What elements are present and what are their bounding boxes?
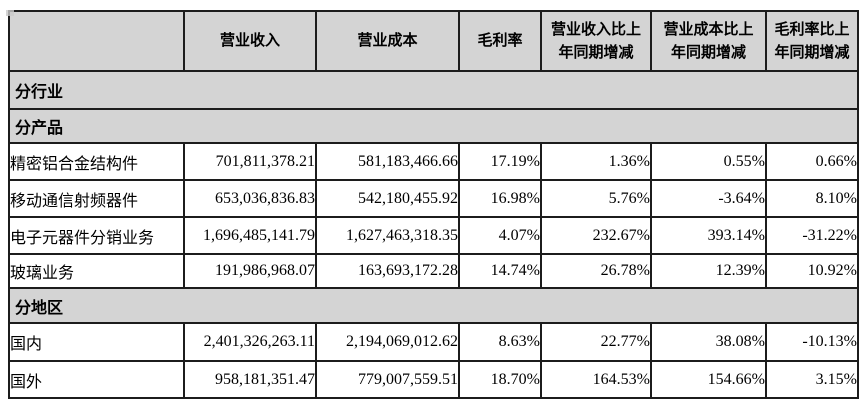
margin-yoy-cell: 8.10% (765, 179, 859, 218)
cost-cell: 1,627,463,318.35 (315, 216, 460, 255)
revenue-cell: 2,401,326,263.11 (183, 322, 317, 362)
cost-cell: 779,007,559.51 (315, 360, 460, 399)
margin-yoy-cell: 3.15% (765, 360, 859, 399)
document-page: 营业收入 营业成本 毛利率 营业收入比上 年同期增减 营业成本比上 年同期增减 … (0, 10, 864, 400)
gross-margin-cell: 4.07% (458, 216, 542, 255)
gross-margin-cell: 8.63% (458, 322, 542, 362)
cost-cell: 163,693,172.28 (315, 253, 460, 289)
crop-artifact-mark (6, 10, 14, 16)
cost-cell: 2,194,069,012.62 (315, 322, 460, 362)
table-row-product-3: 玻璃业务 191,986,968.07 163,693,172.28 14.74… (8, 253, 859, 289)
header-empty-cell (8, 10, 185, 72)
cost-cell: 581,183,466.66 (315, 142, 460, 181)
table-row-product-2: 电子元器件分销业务 1,696,485,141.79 1,627,463,318… (8, 216, 859, 255)
revenue-yoy-cell: 164.53% (540, 360, 652, 399)
header-margin-yoy: 毛利率比上 年同期增减 (765, 10, 859, 72)
header-revenue: 营业收入 (183, 10, 317, 72)
revenue-yoy-cell: 1.36% (540, 142, 652, 181)
margin-yoy-cell: 0.66% (765, 142, 859, 181)
gross-margin-cell: 16.98% (458, 179, 542, 218)
gross-margin-cell: 18.70% (458, 360, 542, 399)
revenue-cell: 701,811,378.21 (183, 142, 317, 181)
section-row-by-region: 分地区 (8, 287, 859, 324)
row-label: 玻璃业务 (8, 253, 185, 289)
revenue-cell: 191,986,968.07 (183, 253, 317, 289)
margin-yoy-cell: -10.13% (765, 322, 859, 362)
margin-yoy-cell: 10.92% (765, 253, 859, 289)
table-row-region-0: 国内 2,401,326,263.11 2,194,069,012.62 8.6… (8, 322, 859, 362)
cost-yoy-cell: -3.64% (650, 179, 767, 218)
revenue-yoy-cell: 26.78% (540, 253, 652, 289)
cost-yoy-cell: 0.55% (650, 142, 767, 181)
revenue-cell: 958,181,351.47 (183, 360, 317, 399)
cost-yoy-cell: 154.66% (650, 360, 767, 399)
section-label-by-product: 分产品 (8, 108, 859, 144)
section-row-by-industry: 分行业 (8, 70, 859, 110)
row-label: 移动通信射频器件 (8, 179, 185, 218)
section-label-by-region: 分地区 (8, 287, 859, 324)
cost-yoy-cell: 12.39% (650, 253, 767, 289)
header-cost: 营业成本 (315, 10, 460, 72)
header-gross-margin: 毛利率 (458, 10, 542, 72)
row-label: 国内 (8, 322, 185, 362)
cost-cell: 542,180,455.92 (315, 179, 460, 218)
table-header-row: 营业收入 营业成本 毛利率 营业收入比上 年同期增减 营业成本比上 年同期增减 … (8, 10, 859, 72)
header-cost-yoy: 营业成本比上 年同期增减 (650, 10, 767, 72)
revenue-yoy-cell: 5.76% (540, 179, 652, 218)
gross-margin-cell: 14.74% (458, 253, 542, 289)
revenue-yoy-cell: 232.67% (540, 216, 652, 255)
table-row-region-1: 国外 958,181,351.47 779,007,559.51 18.70% … (8, 360, 859, 399)
revenue-cell: 653,036,836.83 (183, 179, 317, 218)
section-label-by-industry: 分行业 (8, 70, 859, 110)
table-row-product-0: 精密铝合金结构件 701,811,378.21 581,183,466.66 1… (8, 142, 859, 181)
row-label: 国外 (8, 360, 185, 399)
gross-margin-cell: 17.19% (458, 142, 542, 181)
margin-yoy-cell: -31.22% (765, 216, 859, 255)
row-label: 电子元器件分销业务 (8, 216, 185, 255)
section-row-by-product: 分产品 (8, 108, 859, 144)
table-row-product-1: 移动通信射频器件 653,036,836.83 542,180,455.92 1… (8, 179, 859, 218)
row-label: 精密铝合金结构件 (8, 142, 185, 181)
cost-yoy-cell: 38.08% (650, 322, 767, 362)
revenue-yoy-cell: 22.77% (540, 322, 652, 362)
revenue-cell: 1,696,485,141.79 (183, 216, 317, 255)
segment-performance-table: 营业收入 营业成本 毛利率 营业收入比上 年同期增减 营业成本比上 年同期增减 … (8, 10, 859, 399)
cost-yoy-cell: 393.14% (650, 216, 767, 255)
header-revenue-yoy: 营业收入比上 年同期增减 (540, 10, 652, 72)
